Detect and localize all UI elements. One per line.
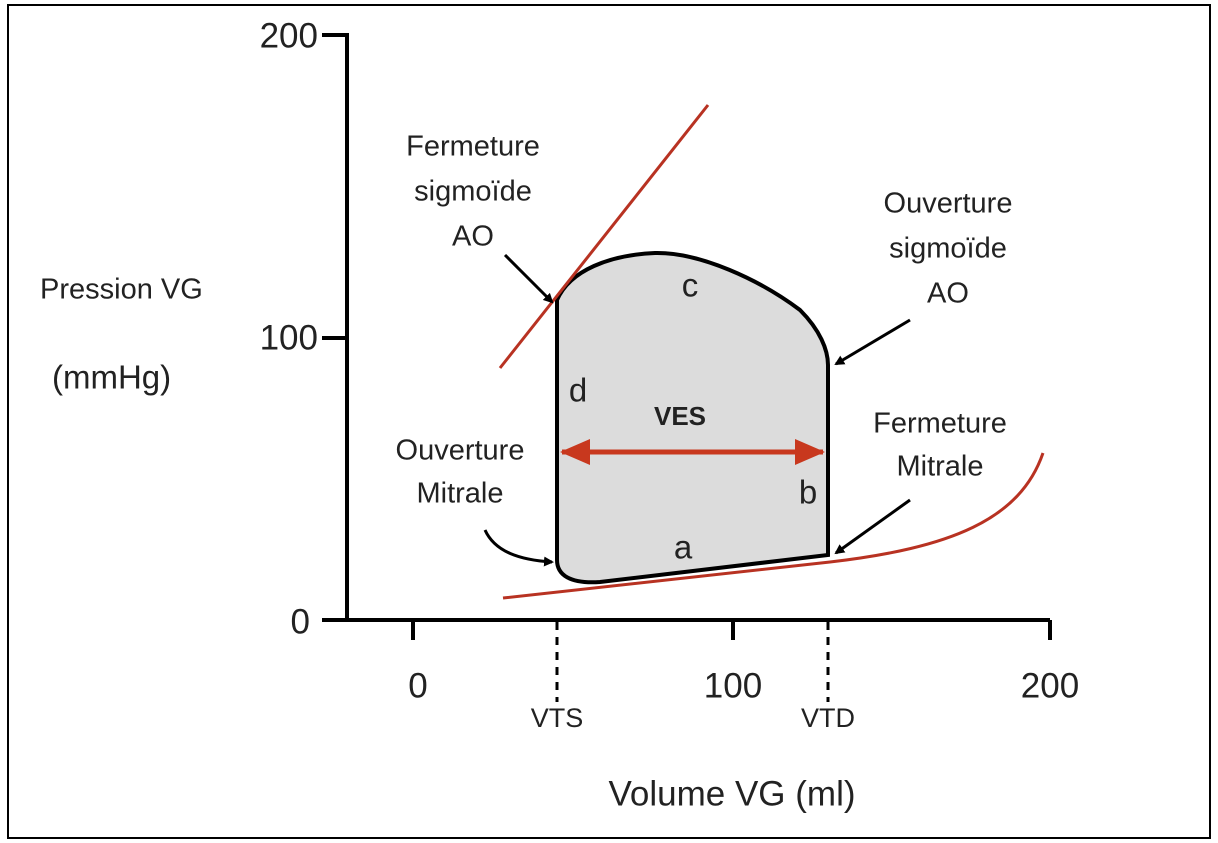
espvr-line [498, 104, 710, 369]
volume-markers [555, 622, 830, 702]
x-title: Volume VG (ml) [609, 774, 856, 813]
annotation: Fermeture [406, 131, 540, 163]
esv-label: VTS [531, 703, 584, 733]
x-tick-label: 100 [704, 666, 762, 705]
x-tick-label: 0 [408, 666, 427, 705]
annotation: AO [452, 221, 494, 253]
edv-label: VTD [801, 703, 855, 733]
phase-label: b [799, 474, 817, 511]
annotation: Mitrale [416, 478, 503, 510]
annotation: Fermeture [873, 408, 1007, 440]
y-tick-label: 200 [260, 16, 318, 55]
annotation: Mitrale [896, 451, 983, 483]
phase-label: a [674, 529, 693, 566]
labels: 200 100 0 0 100 200 Pression VG (mmHg) V… [40, 16, 1079, 813]
phase-label: c [682, 267, 699, 304]
y-title: (mmHg) [52, 359, 171, 396]
y-title: Pression VG [40, 274, 203, 306]
axes [322, 33, 1052, 640]
annotation: sigmoïde [414, 176, 532, 208]
stroke-volume-label: VES [654, 401, 706, 431]
callout-arrows [483, 253, 911, 567]
annotation: Ouverture [884, 188, 1013, 220]
annotation: sigmoïde [889, 233, 1007, 265]
y-tick-label: 0 [291, 602, 310, 641]
pv-loop [555, 250, 830, 585]
annotation: Ouverture [396, 435, 525, 467]
frame [7, 4, 1211, 839]
x-tick-label: 200 [1021, 666, 1079, 705]
phase-label: d [569, 372, 587, 409]
y-tick-label: 100 [260, 318, 318, 357]
annotation: AO [927, 278, 969, 310]
edpvr-curve [502, 452, 1045, 600]
